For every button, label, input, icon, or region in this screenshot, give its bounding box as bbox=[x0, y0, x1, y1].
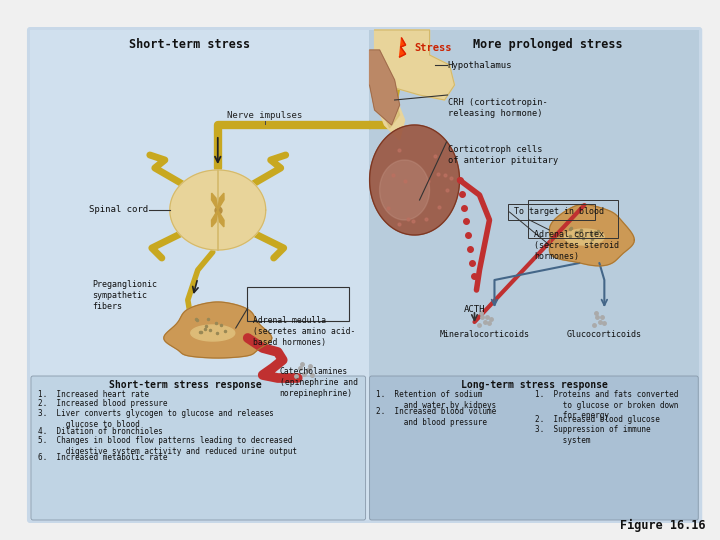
Text: CRH (corticotropin-
releasing hormone): CRH (corticotropin- releasing hormone) bbox=[448, 98, 547, 118]
FancyBboxPatch shape bbox=[31, 376, 366, 520]
Text: Nerve impulses: Nerve impulses bbox=[227, 111, 302, 120]
Text: 4.  Dilation of bronchioles: 4. Dilation of bronchioles bbox=[38, 427, 163, 435]
Polygon shape bbox=[374, 75, 405, 140]
Text: Short-term stress response: Short-term stress response bbox=[109, 380, 262, 390]
FancyBboxPatch shape bbox=[369, 376, 698, 520]
Text: 2.  Increased blood pressure: 2. Increased blood pressure bbox=[38, 400, 168, 408]
Polygon shape bbox=[400, 38, 405, 57]
Text: 3.  Suppression of immune
      system: 3. Suppression of immune system bbox=[536, 425, 651, 445]
Text: More prolonged stress: More prolonged stress bbox=[472, 38, 622, 51]
Text: Adrenal medulla
(secretes amino acid-
based hormones): Adrenal medulla (secretes amino acid- ba… bbox=[253, 316, 355, 347]
Text: 2.  Increased blood glucose: 2. Increased blood glucose bbox=[536, 415, 660, 424]
Text: 2.  Increased blood volume
      and blood pressure: 2. Increased blood volume and blood pres… bbox=[376, 408, 496, 427]
Text: To target in blood: To target in blood bbox=[515, 207, 605, 217]
Polygon shape bbox=[379, 160, 430, 220]
Polygon shape bbox=[164, 302, 271, 358]
Text: 3.  Liver converts glycogen to glucose and releases
      glucose to blood: 3. Liver converts glycogen to glucose an… bbox=[38, 409, 274, 429]
Text: Hypothalamus: Hypothalamus bbox=[448, 60, 512, 70]
Bar bbox=[30, 30, 369, 520]
Polygon shape bbox=[217, 193, 224, 210]
Polygon shape bbox=[369, 125, 459, 235]
Text: 1.  Increased heart rate: 1. Increased heart rate bbox=[38, 390, 149, 399]
Text: Glucocorticoids: Glucocorticoids bbox=[567, 330, 642, 339]
Text: Adrenal cortex
(secretes steroid
hormones): Adrenal cortex (secretes steroid hormone… bbox=[534, 230, 619, 261]
Text: Mineralocorticoids: Mineralocorticoids bbox=[439, 330, 529, 339]
Polygon shape bbox=[191, 325, 235, 341]
Text: Spinal cord: Spinal cord bbox=[89, 206, 148, 214]
Polygon shape bbox=[212, 193, 217, 210]
Text: Figure 16.16: Figure 16.16 bbox=[620, 519, 706, 532]
Polygon shape bbox=[217, 210, 224, 227]
Text: Stress: Stress bbox=[415, 43, 452, 53]
Polygon shape bbox=[369, 50, 400, 125]
Polygon shape bbox=[374, 30, 454, 100]
Text: Corticotroph cells
of anterior pituitary: Corticotroph cells of anterior pituitary bbox=[448, 145, 558, 165]
Text: Catecholamines
(epinephrine and
norepinephrine): Catecholamines (epinephrine and norepine… bbox=[279, 367, 358, 398]
Polygon shape bbox=[212, 210, 217, 227]
Text: 5.  Changes in blood flow patterns leading to decreased
      digestive system a: 5. Changes in blood flow patterns leadin… bbox=[38, 436, 297, 456]
Text: 1.  Proteins and fats converted
      to glucose or broken down
      for energy: 1. Proteins and fats converted to glucos… bbox=[536, 390, 679, 421]
Polygon shape bbox=[549, 205, 634, 266]
Polygon shape bbox=[379, 80, 400, 128]
FancyBboxPatch shape bbox=[27, 27, 702, 523]
Text: 6.  Increased metabolic rate: 6. Increased metabolic rate bbox=[38, 454, 168, 462]
Text: Preganglionic
sympathetic
fibers: Preganglionic sympathetic fibers bbox=[92, 280, 157, 311]
Text: Short-term stress: Short-term stress bbox=[129, 38, 251, 51]
Text: 1.  Retention of sodium
      and water by kidneys: 1. Retention of sodium and water by kidn… bbox=[376, 390, 496, 410]
Text: Long-term stress response: Long-term stress response bbox=[461, 380, 608, 390]
Bar bbox=[369, 30, 699, 520]
Polygon shape bbox=[564, 229, 604, 245]
Text: ACTH: ACTH bbox=[464, 305, 485, 314]
Polygon shape bbox=[170, 170, 266, 250]
